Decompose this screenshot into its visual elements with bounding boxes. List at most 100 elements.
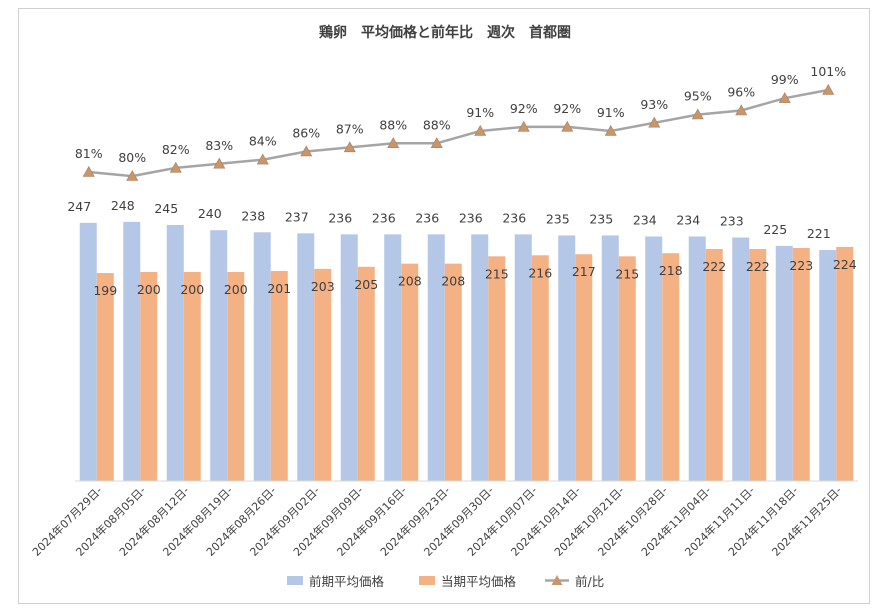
ratio-marker [691,108,704,120]
data-label-prev: 248 [111,198,135,213]
legend-marker [551,575,563,585]
chart-frame: 鶏卵 平均価格と前年比 週次 首都圏 247 199 248 200 245 200 240… [18,8,870,604]
data-label-curr: 222 [746,259,770,274]
bar-curr [96,273,114,481]
bar-curr [531,255,549,481]
bar-prev [210,230,228,481]
ratio-marker [648,116,661,128]
ratio-label: 81% [75,146,103,161]
legend-swatch [287,576,303,585]
data-label-prev: 240 [198,206,222,221]
chart-title: 鶏卵 平均価格と前年比 週次 首都圏 [319,24,571,41]
ratio-marker [126,169,139,181]
data-label-prev: 245 [154,201,178,216]
data-label-curr: 217 [572,264,596,279]
data-label-prev: 247 [67,199,91,214]
ratio-marker [735,104,748,116]
data-label-prev: 234 [676,212,700,227]
bar-prev [558,235,576,481]
ratio-label: 96% [727,85,755,100]
ratio-marker [82,165,95,177]
bar-curr [705,249,723,481]
ratio-label: 101% [810,64,846,79]
ratio-label: 87% [336,121,364,136]
data-label-curr: 200 [224,282,248,297]
ratio-marker [517,120,530,132]
data-label-curr: 222 [702,259,726,274]
ratio-marker [604,124,617,136]
bar-curr [444,263,462,481]
data-label-curr: 200 [180,282,204,297]
data-labels-group: 247 199 248 200 245 200 240 200 238 201 237 203 236 2… [67,64,856,298]
bar-prev [427,234,445,481]
data-label-curr: 215 [485,266,509,281]
bar-curr [575,254,593,481]
bar-prev [645,236,663,481]
bar-curr [357,266,375,481]
ratio-marker [822,83,835,95]
legend: 前期平均価格 当期平均価格 前/比 [287,574,604,589]
bar-curr [227,272,245,481]
data-label-prev: 235 [546,211,570,226]
ratio-marker [300,145,313,157]
data-label-curr: 215 [615,266,639,281]
ratio-label: 86% [292,126,320,141]
bar-prev [775,245,793,481]
ratio-label: 92% [510,101,538,116]
bar-prev [123,221,141,481]
bar-curr [836,246,854,481]
data-label-curr: 216 [528,265,552,280]
bar-prev [340,234,358,481]
bar-prev [384,234,402,481]
ratio-label: 91% [466,105,494,120]
bar-prev [79,222,97,481]
ratio-marker [343,141,356,153]
x-axis-ticks-group: 2024年07月29日-2024年08月05日-2024年08月12日-2024… [29,483,844,559]
bar-prev [732,237,750,481]
ratio-marker [213,157,226,169]
data-label-prev: 236 [328,210,352,225]
data-label-prev: 236 [372,210,396,225]
bar-curr [662,253,680,481]
legend-label: 前/比 [575,574,604,589]
data-label-curr: 218 [659,263,683,278]
data-label-prev: 236 [502,210,526,225]
bars-group [79,221,854,481]
chart-svg: 鶏卵 平均価格と前年比 週次 首都圏 247 199 248 200 245 200 240… [29,24,858,589]
data-label-curr: 223 [789,258,813,273]
ratio-marker [256,153,269,165]
bar-prev [166,224,184,481]
bar-curr [314,268,332,481]
bar-curr [792,247,810,481]
bar-prev [688,236,706,481]
data-label-curr: 200 [137,282,161,297]
legend-label: 当期平均価格 [441,574,517,589]
data-label-curr: 203 [311,279,335,294]
data-label-curr: 205 [354,277,378,292]
bar-prev [297,233,315,481]
bar-curr [749,249,767,481]
bar-curr [140,272,158,481]
bar-prev [253,232,271,481]
ratio-label: 99% [771,72,799,87]
data-label-prev: 233 [720,214,744,229]
data-label-prev: 234 [633,212,657,227]
bar-prev [471,234,489,481]
ratio-label: 92% [553,101,581,116]
data-label-prev: 235 [589,211,613,226]
data-label-curr: 201 [267,281,291,296]
ratio-marker [387,137,400,148]
data-label-prev: 236 [459,210,483,225]
legend-swatch [419,576,435,585]
ratio-label: 95% [684,89,712,104]
ratio-label: 83% [205,138,233,153]
ratio-marker [561,120,574,132]
bar-curr [270,270,288,481]
ratio-marker [474,124,487,136]
data-label-prev: 236 [415,210,439,225]
bar-prev [514,234,532,481]
data-label-prev: 221 [807,226,831,241]
ratio-label: 88% [423,117,451,132]
legend-label: 前期平均価格 [309,574,385,589]
ratio-label: 84% [249,134,277,149]
